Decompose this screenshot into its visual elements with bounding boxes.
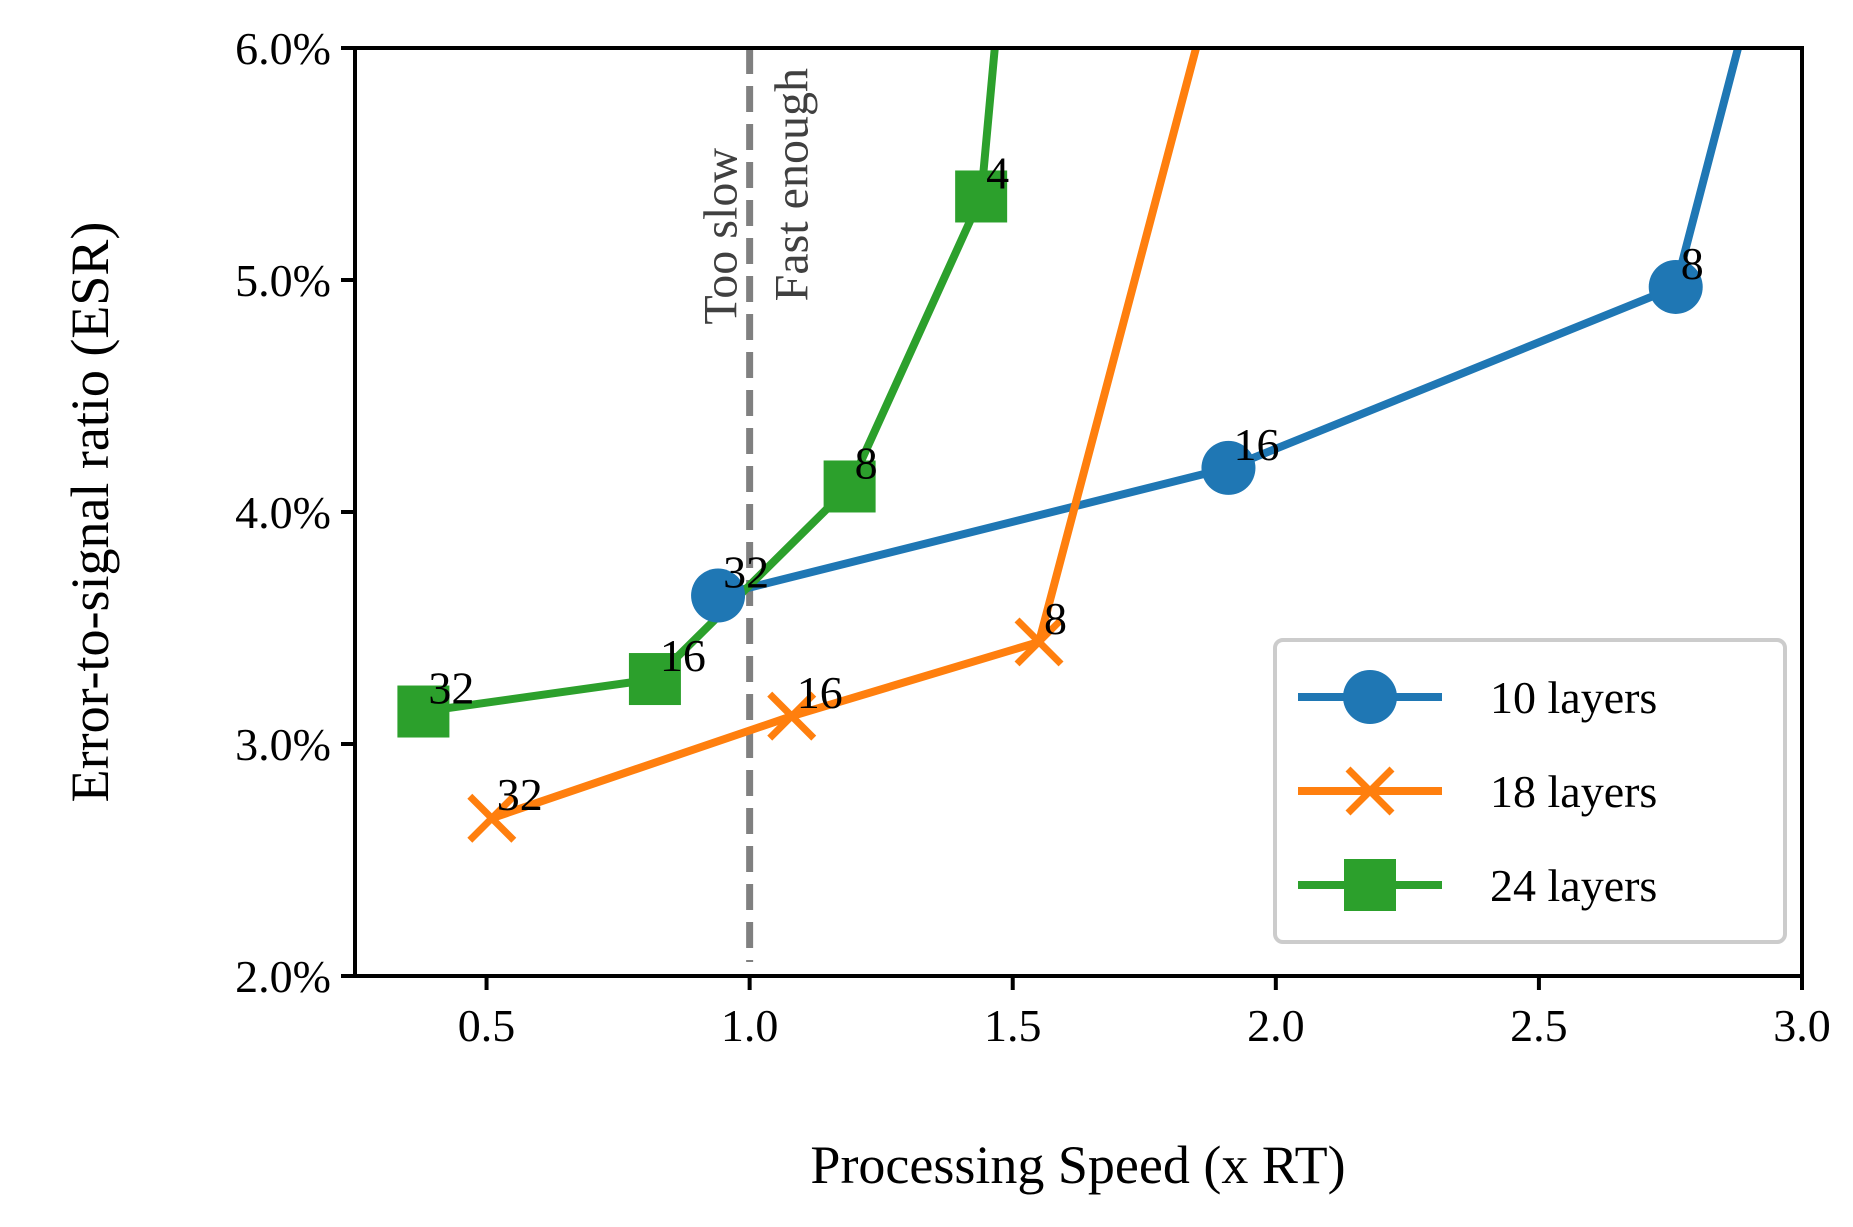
legend-label-0: 10 layers [1490,672,1657,723]
point-1-1 [767,691,817,741]
x-tick-label-4: 2.5 [1510,1000,1568,1051]
legend-label-1: 18 layers [1490,766,1657,817]
point-label-1-0: 32 [497,769,543,820]
point-label-2-3: 4 [986,147,1009,198]
y-tick-label-1: 3.0% [235,719,331,770]
x-axis: 0.5 1.0 1.5 2.0 2.5 3.0 [458,976,1831,1051]
legend-label-2: 24 layers [1490,860,1657,911]
legend: 10 layers 18 layers 24 layers [1273,638,1787,944]
point-label-0-1: 16 [1233,419,1279,470]
fast-enough-annotation: Fast enough [766,68,819,301]
x-axis-title: Processing Speed (x RT) [810,1135,1345,1195]
legend-box [1273,638,1787,944]
point-label-2-1: 16 [660,630,706,681]
point-2-2 [823,460,876,513]
point-2-1 [628,653,681,706]
legend-marker-0 [1343,670,1397,724]
point-1-0 [467,793,517,843]
x-tick-label-2: 1.5 [984,1000,1042,1051]
y-tick-label-0: 2.0% [235,951,331,1002]
threshold-group: Too slow Fast enough [695,48,819,962]
point-label-1-2: 8 [1044,593,1067,644]
x-tick-label-5: 3.0 [1773,1000,1831,1051]
point-label-2-0: 32 [428,663,474,714]
x-tick-label-3: 2.0 [1247,1000,1305,1051]
point-2-3 [955,170,1008,223]
point-label-0-2: 8 [1681,238,1704,289]
series-line-10-layers [714,48,1743,600]
y-axis-title: Error-to-signal ratio (ESR) [60,222,120,803]
x-tick-label-0: 0.5 [458,1000,516,1051]
x-tick-label-1: 1.0 [721,1000,779,1051]
point-label-2-2: 8 [855,437,878,488]
point-0-1 [1201,440,1256,495]
y-tick-label-4: 6.0% [235,23,331,74]
legend-marker-1 [1345,766,1395,816]
point-0-0 [691,568,746,623]
point-label-1-1: 16 [797,667,843,718]
point-1-2 [1014,617,1064,667]
legend-marker-2 [1344,859,1396,911]
markers-group [397,170,1703,843]
point-labels: 32 16 8 32 16 8 32 16 8 4 [428,147,1703,820]
y-tick-label-2: 4.0% [235,487,331,538]
series-line-18-layers [487,48,1201,823]
too-slow-annotation: Too slow [695,148,748,325]
point-2-0 [397,685,450,738]
point-0-2 [1648,259,1703,314]
point-label-0-0: 32 [723,547,769,598]
y-axis: 2.0% 3.0% 4.0% 5.0% 6.0% [235,23,355,1002]
y-tick-label-3: 5.0% [235,255,331,306]
